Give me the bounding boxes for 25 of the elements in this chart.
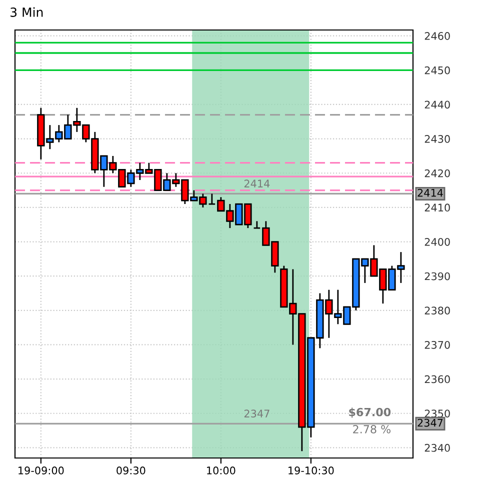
y-tick-label: 2360 bbox=[424, 375, 450, 384]
y-tick-label: 2400 bbox=[424, 238, 450, 246]
y-tick-label: 2380 bbox=[424, 306, 450, 315]
x-tick-label: 19-09:00 bbox=[18, 466, 64, 474]
y-tick-label: 2450 bbox=[424, 66, 450, 74]
annotation: 2.78 % bbox=[353, 425, 390, 434]
x-tick-label: 09:30 bbox=[116, 466, 146, 474]
y-tick-label: 2370 bbox=[424, 340, 450, 349]
ref-line-label: 2414 bbox=[418, 188, 443, 197]
text: 2414 bbox=[244, 180, 270, 188]
y-tick-label: 2440 bbox=[424, 100, 450, 109]
x-tick-label: 19-10:30 bbox=[288, 466, 334, 474]
y-tick-label: 2390 bbox=[424, 272, 450, 280]
y-tick-label: 2340 bbox=[424, 444, 450, 452]
text: 2347 bbox=[244, 410, 270, 418]
x-tick-label: 10:00 bbox=[207, 466, 236, 474]
y-tick-label: 2420 bbox=[424, 169, 450, 178]
chart-title: 3 Min bbox=[10, 7, 43, 17]
y-tick-label: 2430 bbox=[424, 135, 450, 143]
candlestick bbox=[253, 220, 261, 229]
ref-line-label: 2347 bbox=[418, 418, 443, 427]
y-tick-label: 2460 bbox=[424, 32, 450, 40]
y-tick-label: 2410 bbox=[424, 204, 450, 212]
annotation: $67.00 bbox=[349, 408, 391, 418]
candlestick bbox=[208, 193, 216, 205]
